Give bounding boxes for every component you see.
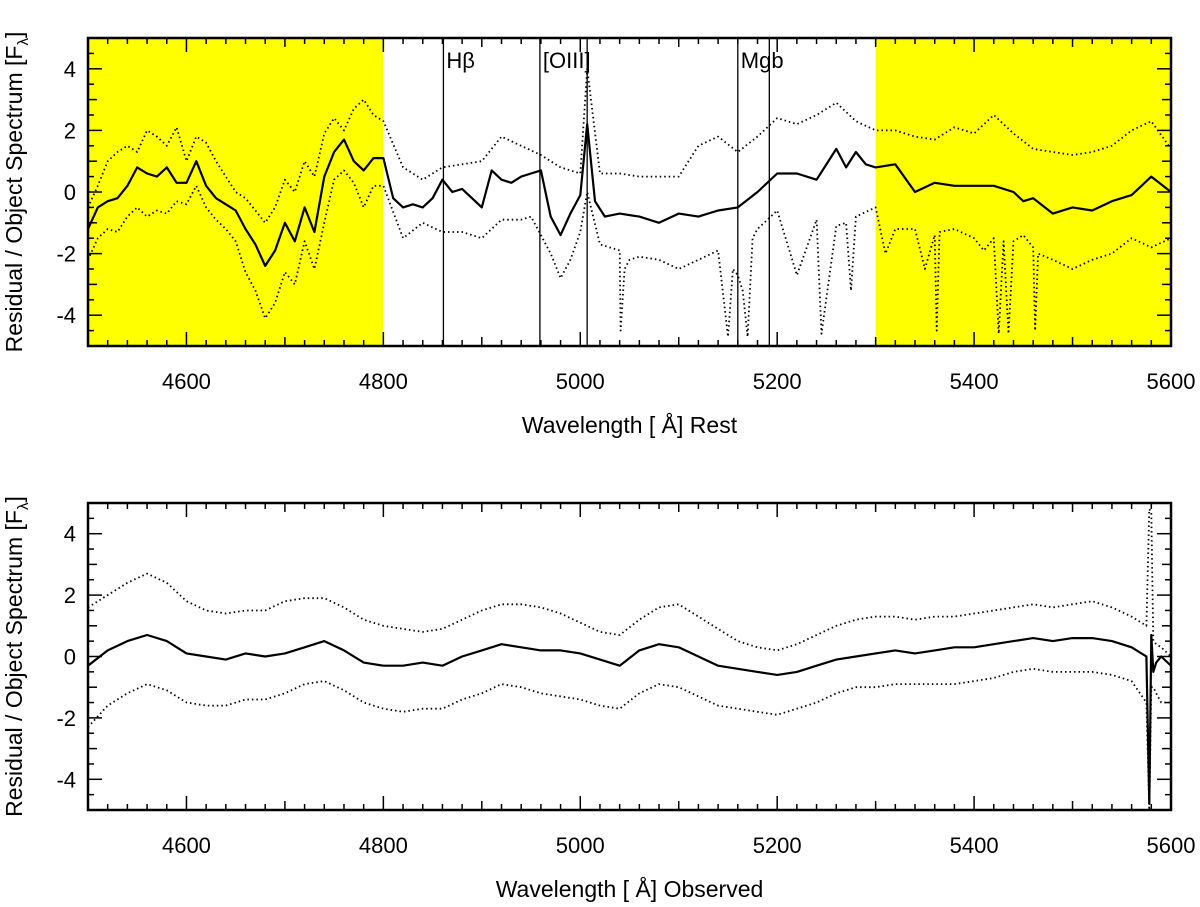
series-error-bound-2	[88, 667, 1171, 810]
y-tick-label: 2	[64, 118, 76, 143]
y-axis-title-sub: λ	[15, 502, 32, 510]
y-tick-label: 0	[64, 645, 76, 670]
y-axis-title-sub: λ	[15, 38, 32, 46]
x-tick-label: 4600	[162, 369, 211, 394]
y-axis-title-main: Residual / Object Spectrum [F	[1, 46, 27, 353]
x-tick-label: 5600	[1147, 833, 1196, 858]
y-axis-title-main: Residual / Object Spectrum [F	[1, 510, 27, 817]
series-error-bound-1	[88, 508, 1171, 658]
y-tick-label: -4	[56, 303, 76, 328]
x-tick-label: 5200	[753, 369, 802, 394]
x-axis-title: Wavelength [ Å] Rest	[522, 411, 738, 438]
panel-observed-frame: 4600 4800 5000 5200 5400 5600 -4 -2 0 2 4 Wavelengt…	[1, 496, 1195, 902]
x-tick-label: 5000	[556, 369, 605, 394]
series-residual	[88, 123, 1171, 267]
x-tick-label: 4800	[359, 369, 408, 394]
series-group	[88, 67, 1171, 338]
series-group	[88, 508, 1171, 810]
x-tick-label: 4800	[359, 833, 408, 858]
x-tick-label: 5600	[1147, 369, 1196, 394]
annotation-label: Hβ	[446, 48, 475, 73]
x-tick-label: 5400	[950, 833, 999, 858]
annotation-label: [OIII]	[543, 48, 591, 73]
y-tick-label: 4	[64, 522, 76, 547]
annotation-label: Mgb	[741, 48, 784, 73]
y-tick-label: -4	[56, 767, 76, 792]
y-tick-label: 4	[64, 57, 76, 82]
highlight-band-1	[88, 38, 384, 346]
y-axis-title: Residual / Object Spectrum [Fλ]	[1, 496, 32, 817]
panel-rest-frame: Hβ [OIII] Mgb 4600 4800 5000 5200 5400 5600 -4 -2 0…	[1, 32, 1195, 438]
y-axis-title-close: ]	[1, 32, 27, 38]
series-residual	[88, 633, 1171, 806]
plot-frame	[86, 501, 1173, 812]
x-axis-title: Wavelength [ Å] Observed	[496, 875, 764, 902]
x-tick-label: 4600	[162, 833, 211, 858]
x-tick-label: 5400	[950, 369, 999, 394]
y-axis-title: Residual / Object Spectrum [Fλ]	[1, 32, 32, 353]
y-tick-label: 0	[64, 180, 76, 205]
y-tick-label: -2	[56, 706, 76, 731]
highlight-band-2	[875, 38, 1171, 346]
x-tick-label: 5000	[556, 833, 605, 858]
y-tick-label: -2	[56, 242, 76, 267]
y-axis-title-close: ]	[1, 496, 27, 502]
y-tick-label: 2	[64, 583, 76, 608]
x-tick-label: 5200	[753, 833, 802, 858]
